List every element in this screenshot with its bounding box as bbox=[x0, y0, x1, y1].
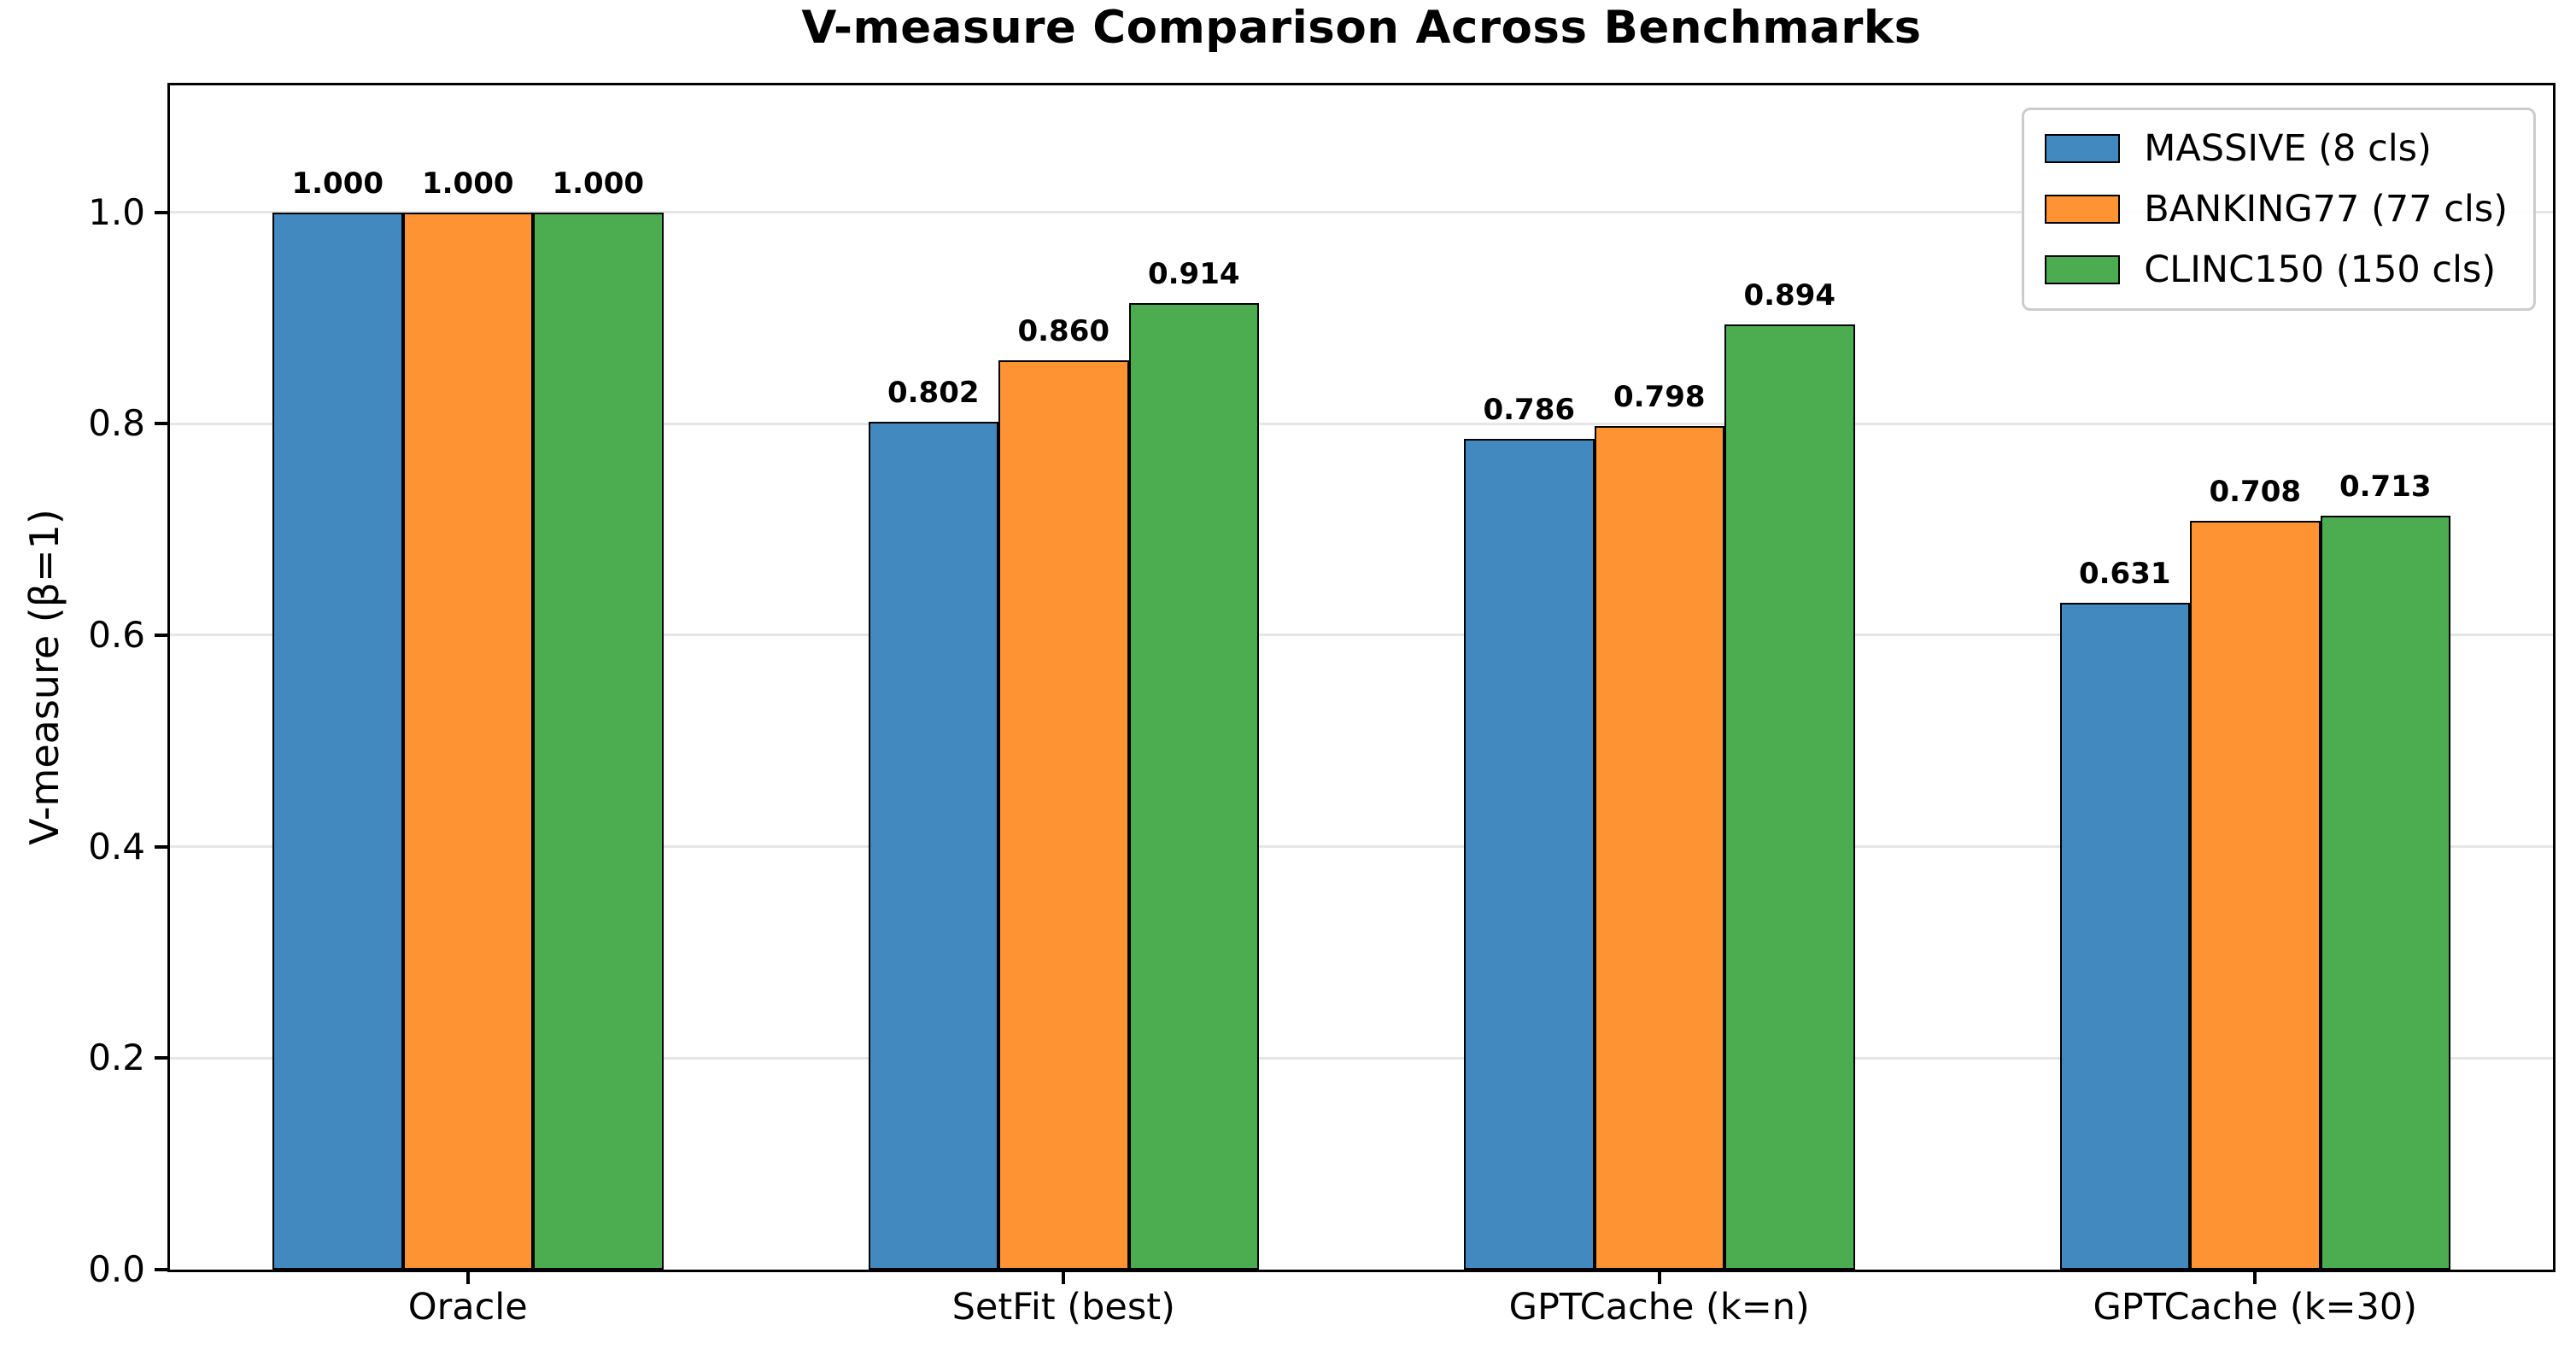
bar bbox=[2320, 516, 2450, 1270]
legend-item: CLINC150 (150 cls) bbox=[2045, 245, 2508, 295]
plot-area: MASSIVE (8 cls) BANKING77 (77 cls) CLINC… bbox=[167, 83, 2556, 1272]
bar bbox=[1724, 324, 1855, 1270]
bar-value-label: 0.914 bbox=[1147, 257, 1240, 292]
gridline bbox=[170, 422, 2553, 425]
bar bbox=[1464, 438, 1595, 1270]
x-category-setfit: SetFit (best) bbox=[766, 1286, 1362, 1329]
y-tick-label: 0.6 bbox=[88, 613, 145, 656]
bar bbox=[868, 421, 998, 1270]
bar-value-label: 0.798 bbox=[1613, 379, 1706, 414]
x-tick-mark bbox=[1062, 1272, 1066, 1284]
bar bbox=[2190, 521, 2321, 1270]
legend-swatch-massive bbox=[2045, 134, 2121, 163]
gridline bbox=[170, 1056, 2553, 1060]
bar bbox=[2059, 602, 2190, 1270]
bar-value-label: 1.000 bbox=[552, 166, 645, 201]
x-category-gptcache-kn: GPTCache (k=n) bbox=[1361, 1286, 1958, 1329]
y-tick-mark bbox=[155, 210, 167, 214]
chart-title: V-measure Comparison Across Benchmarks bbox=[801, 2, 1922, 54]
bar-value-label: 0.860 bbox=[1017, 313, 1110, 348]
x-tick-mark bbox=[1657, 1272, 1661, 1284]
bar bbox=[402, 212, 533, 1270]
x-tick-mark bbox=[465, 1272, 470, 1284]
x-tick-label: SetFit (best) bbox=[951, 1286, 1175, 1329]
legend-swatch-banking77 bbox=[2045, 195, 2121, 224]
bar-value-label: 0.708 bbox=[2209, 475, 2302, 510]
legend-label: CLINC150 (150 cls) bbox=[2144, 248, 2497, 291]
legend-item: MASSIVE (8 cls) bbox=[2045, 124, 2508, 173]
bar-value-label: 0.713 bbox=[2339, 470, 2432, 505]
x-tick-mark bbox=[2253, 1272, 2257, 1284]
y-tick-label: 0.4 bbox=[88, 825, 145, 867]
y-tick-mark bbox=[155, 422, 167, 426]
y-tick-mark bbox=[155, 1268, 167, 1271]
bar bbox=[1594, 425, 1724, 1270]
x-tick-label: GPTCache (k=n) bbox=[1508, 1286, 1810, 1329]
y-tick-label: 0.0 bbox=[88, 1248, 145, 1290]
bar-value-label: 0.802 bbox=[887, 375, 980, 410]
y-axis-label: V-measure (β=1) bbox=[21, 509, 67, 845]
x-axis: Oracle SetFit (best) GPTCache (k=n) GPTC… bbox=[170, 1286, 2553, 1329]
bar bbox=[1128, 303, 1259, 1270]
y-tick-label: 1.0 bbox=[88, 190, 145, 233]
x-tick-label: GPTCache (k=30) bbox=[2093, 1286, 2418, 1329]
bar-value-label: 1.000 bbox=[291, 166, 384, 201]
x-tick-label: Oracle bbox=[407, 1286, 528, 1329]
y-tick-label: 0.8 bbox=[88, 402, 145, 445]
gridline bbox=[170, 634, 2553, 637]
x-category-oracle: Oracle bbox=[170, 1286, 766, 1329]
bar bbox=[998, 359, 1129, 1270]
bar-value-label: 0.631 bbox=[2078, 556, 2171, 591]
legend: MASSIVE (8 cls) BANKING77 (77 cls) CLINC… bbox=[2022, 108, 2536, 311]
legend-label: BANKING77 (77 cls) bbox=[2144, 188, 2508, 231]
x-category-gptcache-k30: GPTCache (k=30) bbox=[1958, 1286, 2554, 1329]
y-tick-mark bbox=[155, 844, 167, 849]
bar-value-label: 0.786 bbox=[1483, 392, 1576, 427]
legend-swatch-clinc150 bbox=[2045, 255, 2121, 284]
legend-label: MASSIVE (8 cls) bbox=[2144, 127, 2432, 170]
y-tick-label: 0.2 bbox=[88, 1037, 145, 1079]
bar-value-label: 0.894 bbox=[1743, 277, 1836, 312]
gridline bbox=[170, 211, 2553, 214]
y-tick-mark bbox=[155, 633, 167, 637]
y-tick-mark bbox=[155, 1056, 167, 1060]
gridline bbox=[170, 845, 2553, 849]
bar-value-label: 1.000 bbox=[421, 166, 514, 201]
bar bbox=[272, 212, 403, 1270]
bar bbox=[533, 212, 664, 1270]
legend-item: BANKING77 (77 cls) bbox=[2045, 184, 2508, 234]
